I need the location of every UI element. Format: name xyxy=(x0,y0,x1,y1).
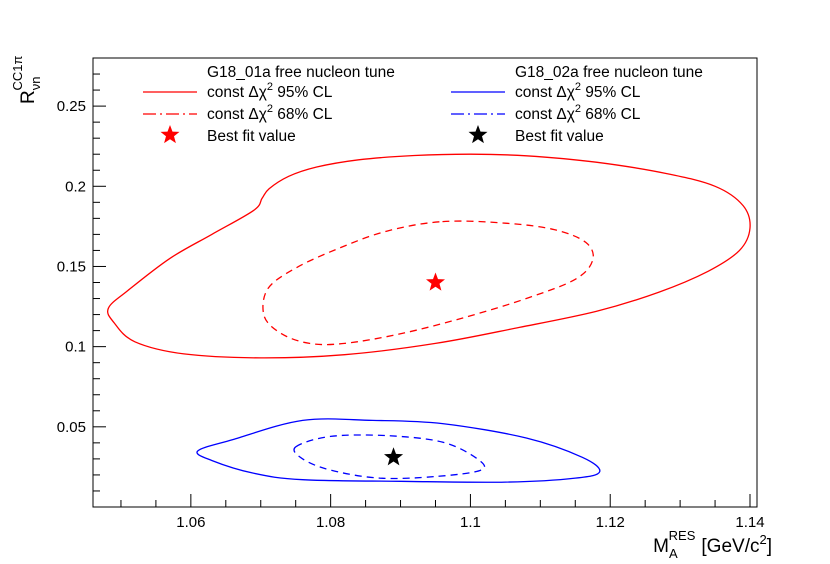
y-tick-label: 0.2 xyxy=(65,178,86,195)
x-tick-label: 1.08 xyxy=(316,514,345,531)
legend-label-1-3: Best fit value xyxy=(207,128,296,145)
legend-label-2-3: Best fit value xyxy=(515,128,604,145)
legend-label-2-1: const Δχ2 95% CL xyxy=(515,81,641,101)
x-tick-label: 1.12 xyxy=(596,514,625,531)
y-tick-label: 0.05 xyxy=(57,419,86,436)
best-fit-star-1 xyxy=(426,272,445,291)
y-tick-label: 0.25 xyxy=(57,98,86,115)
contour-2 xyxy=(262,220,594,346)
legend-star-2 xyxy=(468,125,488,144)
contour-4 xyxy=(293,434,486,480)
x-tick-label: 1.06 xyxy=(176,514,205,531)
best-fit-markers xyxy=(384,272,445,466)
legend-title-1: G18_01a free nucleon tune xyxy=(207,64,395,81)
contour-3 xyxy=(196,418,601,483)
x-tick-label: 1.14 xyxy=(735,514,764,531)
legend-label-2-2: const Δχ2 68% CL xyxy=(515,103,641,123)
plot-frame xyxy=(92,57,758,508)
axis-tick-labels: 1.06 1.08 1.1 1.12 1.14 0.05 0.1 0.15 0.2 0.25 xyxy=(57,98,765,531)
contour-lines xyxy=(106,153,751,483)
y-tick-label: 0.1 xyxy=(65,339,86,356)
legend-label-1-2: const Δχ2 68% CL xyxy=(207,103,333,123)
legend-title-2: G18_02a free nucleon tune xyxy=(515,64,703,81)
axis-ticks xyxy=(93,73,751,507)
contour-1 xyxy=(106,153,751,359)
best-fit-star-2 xyxy=(384,447,404,466)
y-tick-label: 0.15 xyxy=(57,258,86,275)
y-axis-label: RνnCC1π xyxy=(10,56,43,104)
x-tick-label: 1.1 xyxy=(460,514,481,531)
x-axis-label: MARES[GeV/c2] xyxy=(653,528,772,561)
legend-label-1-1: const Δχ2 95% CL xyxy=(207,81,333,101)
legend-star-1 xyxy=(160,125,180,144)
